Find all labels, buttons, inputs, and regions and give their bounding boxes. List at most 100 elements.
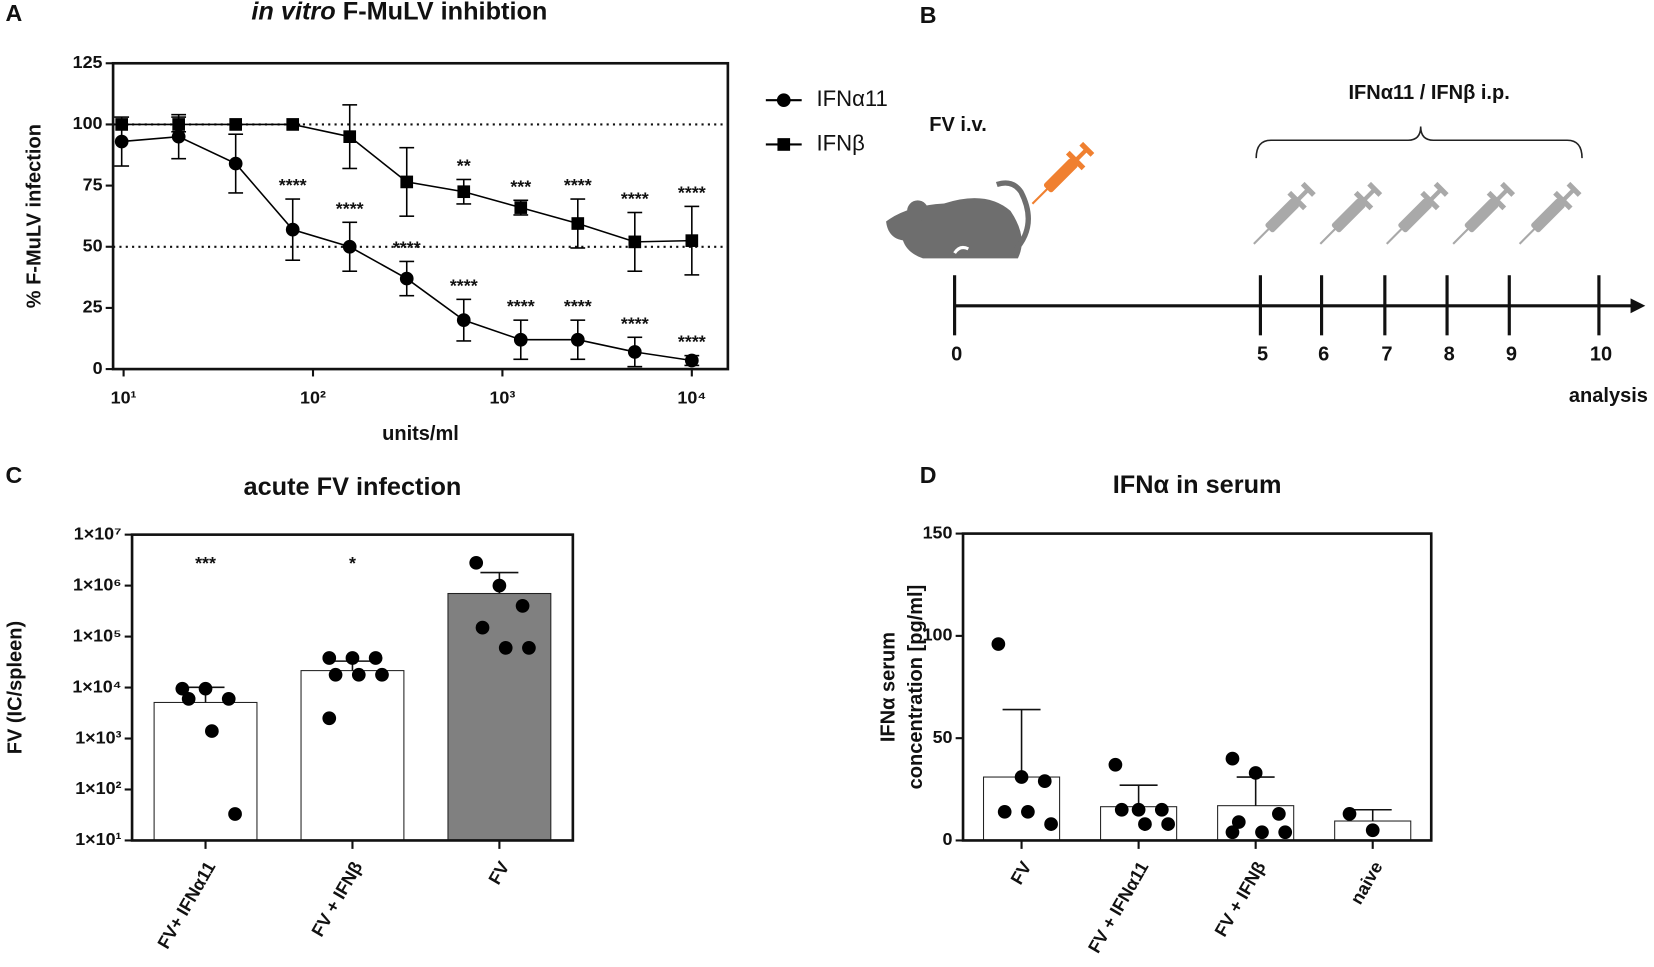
marker — [685, 234, 699, 247]
marker — [229, 118, 243, 131]
timeline-label: 5 — [1257, 344, 1268, 366]
x-tick-label: 10² — [300, 387, 326, 407]
marker — [171, 129, 186, 144]
data-point — [351, 667, 366, 682]
panel-label: B — [920, 2, 937, 28]
title-italic: in vitro — [251, 0, 335, 25]
infection-label: FV i.v. — [929, 114, 986, 136]
marker — [400, 175, 414, 189]
data-point — [1154, 802, 1169, 817]
data-point — [221, 692, 236, 706]
data-point — [368, 651, 383, 665]
data-point — [522, 641, 536, 655]
data-point — [1021, 804, 1035, 819]
significance: **** — [450, 275, 478, 295]
y-tick-label: 0 — [93, 358, 103, 378]
data-point — [345, 651, 360, 665]
y-tick-label: 1×10¹ — [75, 829, 121, 849]
y-axis-label: IFNα serum — [878, 632, 900, 742]
data-point — [1231, 815, 1246, 829]
data-point — [328, 667, 343, 682]
timeline-label: 7 — [1381, 344, 1392, 366]
y-tick-label: 0 — [943, 829, 953, 849]
significance: **** — [279, 175, 307, 195]
x-tick-label: FV + IFNβ — [308, 858, 367, 940]
chart-title: acute FV infection — [244, 473, 462, 501]
title-text: F-MuLV inhibtion — [343, 0, 548, 25]
marker — [228, 156, 243, 171]
x-tick-label: FV — [485, 858, 514, 888]
y-tick-label: 1×10² — [75, 778, 121, 798]
x-tick-label: FV+ IFNα11 — [154, 858, 220, 952]
significance: *** — [195, 553, 216, 573]
data-point — [322, 711, 337, 726]
significance: *** — [510, 176, 531, 196]
y-tick-label: 1×10⁶ — [73, 574, 122, 594]
data-point — [1138, 817, 1152, 831]
significance: **** — [507, 296, 535, 316]
y-axis-label: % F-MuLV infection — [23, 124, 45, 308]
marker — [513, 332, 528, 347]
significance: * — [349, 553, 356, 573]
end-label: analysis — [1569, 385, 1648, 407]
marker — [285, 222, 300, 237]
x-tick-label: naive — [1346, 858, 1386, 908]
significance: **** — [678, 182, 706, 202]
y-tick-label: 100 — [923, 625, 953, 645]
data-point — [991, 637, 1006, 651]
legend-marker — [777, 138, 791, 151]
syringe-icon — [1311, 179, 1385, 253]
syringe-icons — [1245, 179, 1585, 253]
chart-title: in vitro F-MuLV inhibtion — [251, 0, 547, 25]
timeline-diagram: B FV i.v. IFNα11 / IFNβ i.p. 0 5 6 7 8 9 10 an… — [886, 2, 1648, 407]
timeline-label: 8 — [1444, 344, 1455, 366]
data-point — [498, 641, 513, 655]
syringe-icon — [1245, 179, 1319, 253]
panel-label: D — [920, 462, 937, 488]
data-point — [1131, 802, 1146, 817]
marker — [456, 313, 471, 328]
x-tick-label: FV + IFNβ — [1211, 858, 1270, 940]
marker — [571, 217, 585, 230]
plot-frame — [961, 532, 1433, 842]
timeline-label: 6 — [1318, 344, 1329, 366]
significance: ** — [457, 156, 471, 176]
data-point — [469, 555, 484, 570]
marker — [514, 201, 528, 214]
data-point — [181, 692, 196, 706]
syringe-icon — [1511, 179, 1585, 253]
y-tick-label: 125 — [73, 52, 103, 72]
significance: **** — [621, 189, 649, 209]
marker — [627, 345, 642, 359]
syringe-icon — [1023, 139, 1097, 213]
x-tick-label: 10⁴ — [677, 387, 706, 407]
x-tick-label: FV + IFNα11 — [1084, 858, 1152, 956]
marker — [342, 239, 357, 254]
data-point — [205, 724, 219, 738]
panel-label: A — [6, 0, 23, 26]
data-point — [198, 681, 213, 696]
chart-title: IFNα in serum — [1113, 471, 1282, 499]
data-point — [1044, 817, 1058, 831]
y-tick-label: 1×10⁵ — [73, 625, 122, 645]
syringe-icon — [1378, 179, 1452, 253]
timeline-arrow — [1630, 298, 1646, 314]
data-point — [1108, 757, 1123, 772]
y-tick-label: 25 — [83, 297, 103, 317]
x-axis-label: units/ml — [382, 423, 459, 445]
marker — [570, 332, 585, 347]
data-point — [515, 599, 530, 613]
legend-label: IFNβ — [816, 130, 864, 155]
y-tick-label: 1×10³ — [75, 727, 121, 747]
y-tick-label: 1×10⁴ — [72, 676, 121, 696]
data-point — [1161, 817, 1175, 831]
marker — [628, 235, 642, 249]
x-tick-label: FV — [1007, 858, 1036, 888]
x-tick-label: 10¹ — [111, 387, 137, 407]
data-point — [1037, 774, 1052, 788]
bracket — [1255, 126, 1583, 159]
data-point — [492, 578, 507, 593]
significance: **** — [564, 175, 592, 195]
marker — [399, 271, 414, 286]
